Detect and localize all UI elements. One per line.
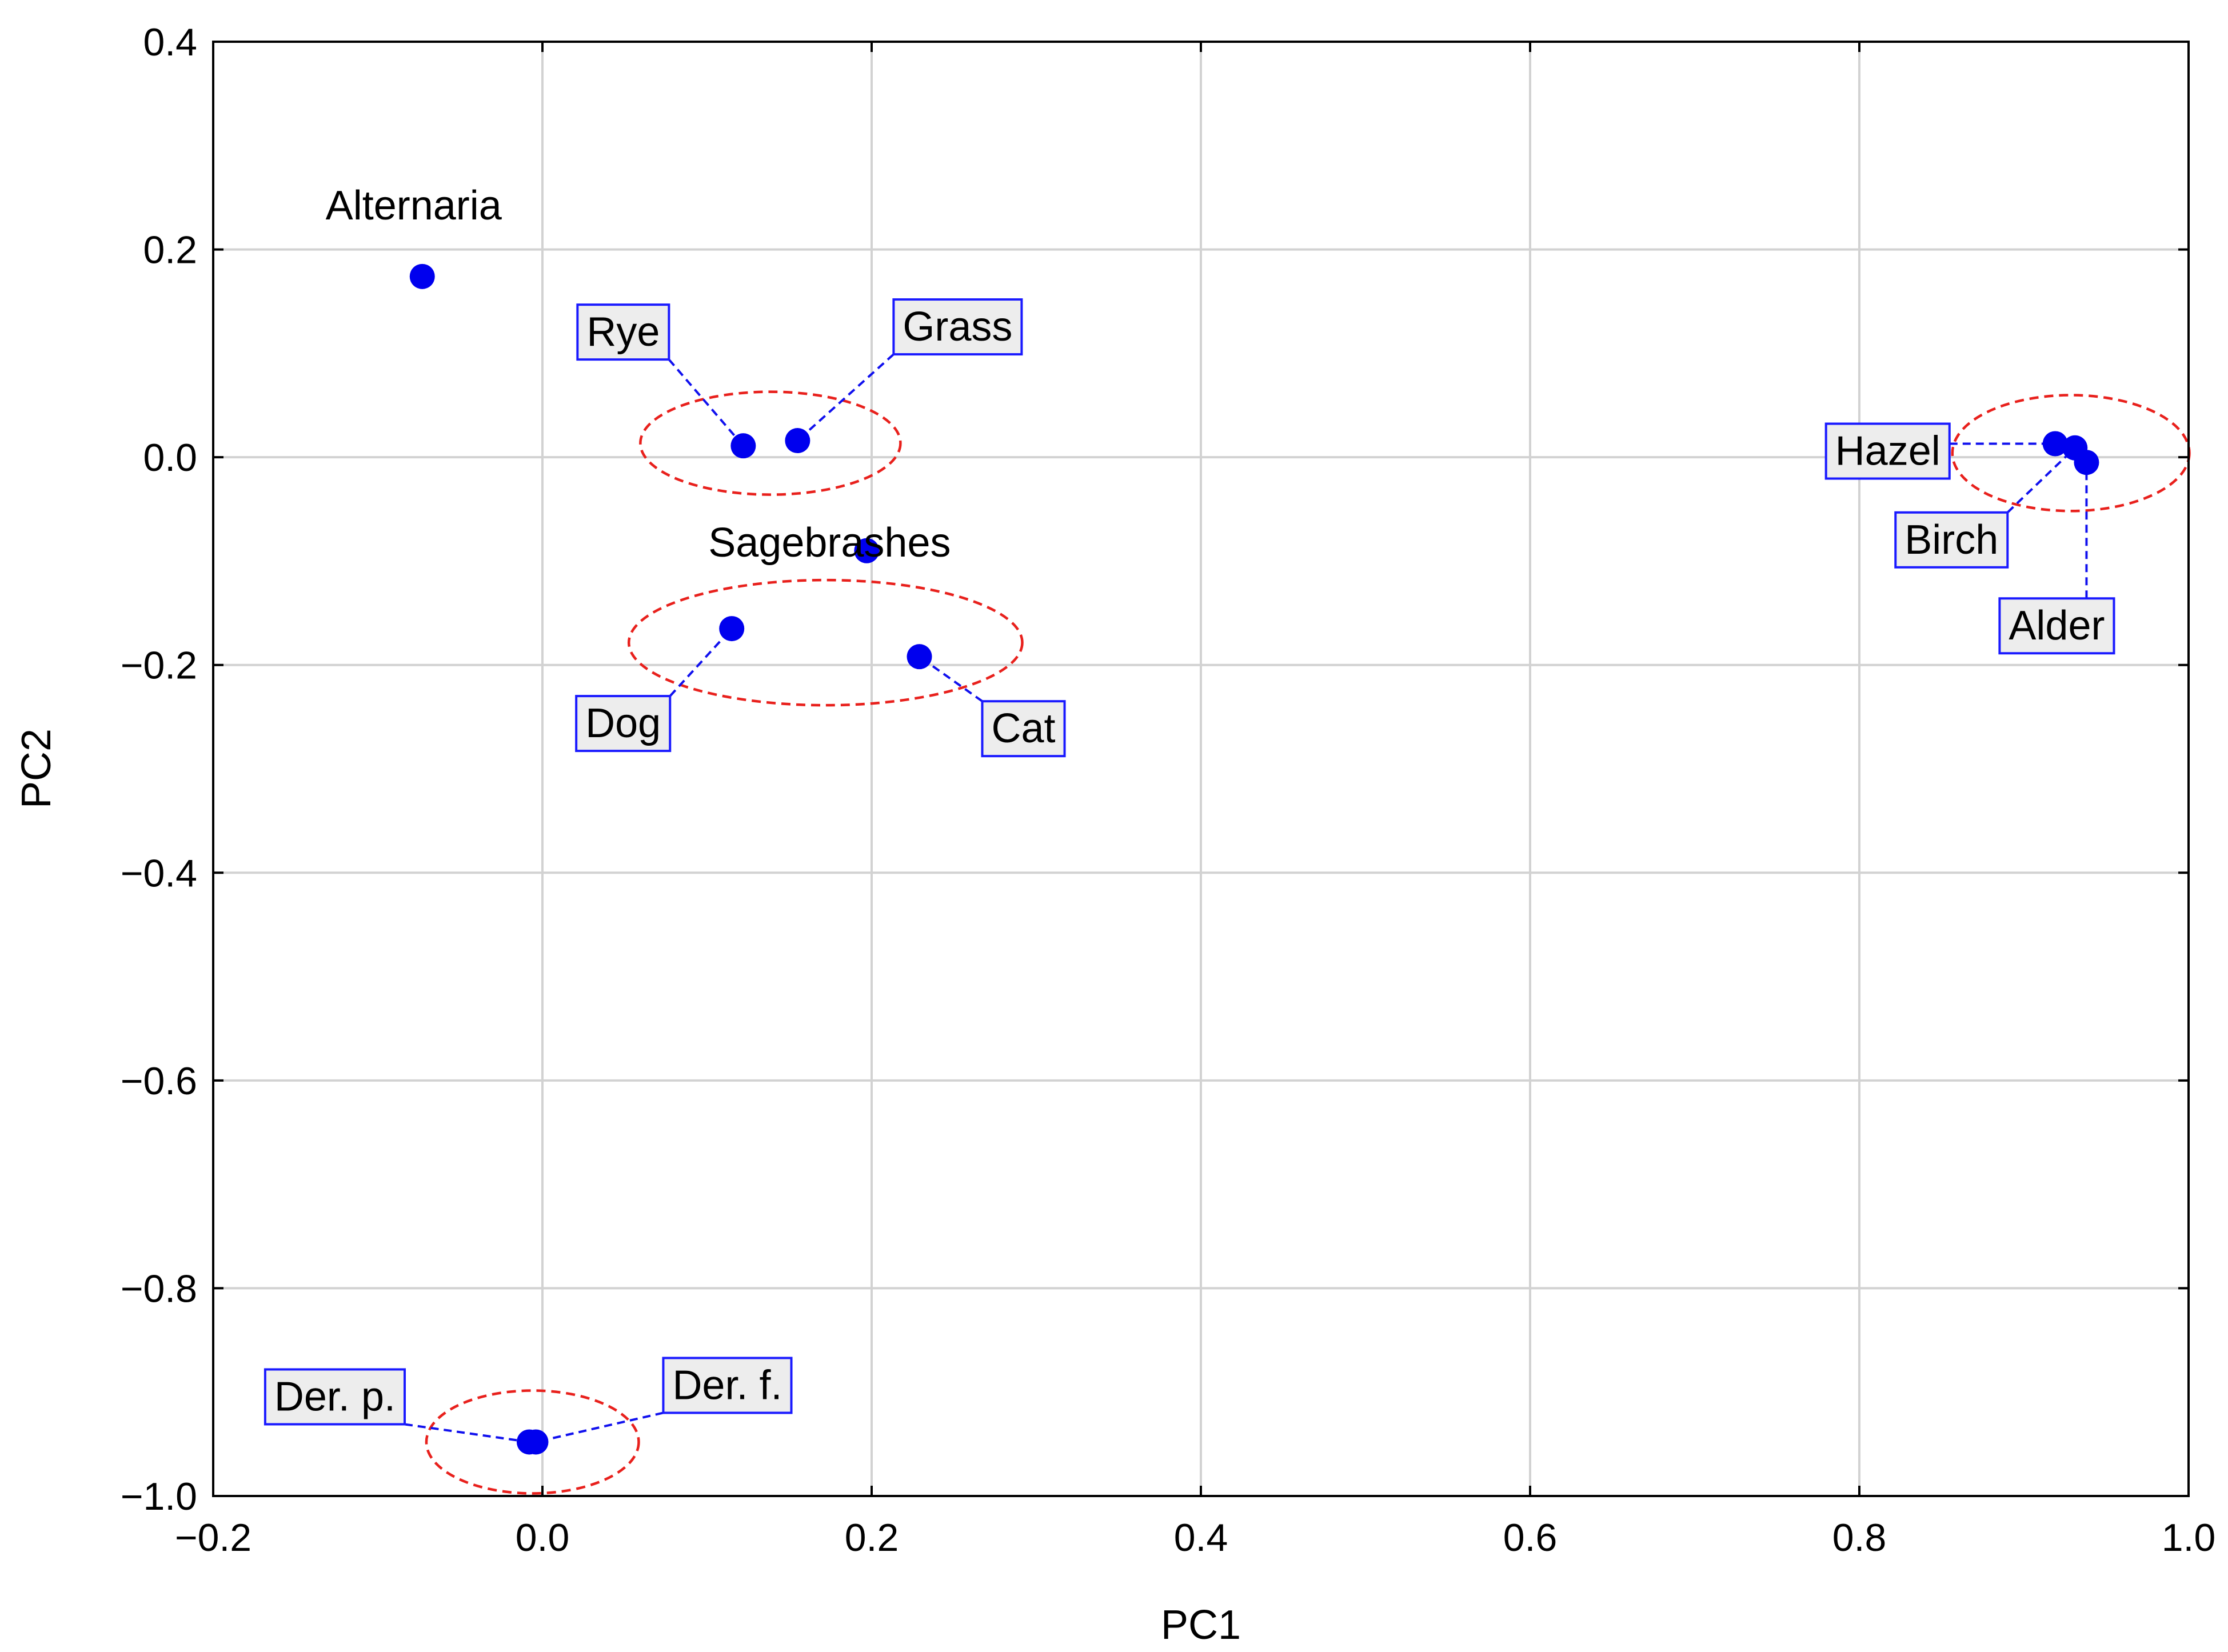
label-box-dog <box>575 695 672 753</box>
point-label-dog: Dog <box>585 701 661 746</box>
point-label-alternaria: Alternaria <box>326 183 502 229</box>
cluster-ellipse <box>425 1389 640 1495</box>
point-label-der-f: Der. f. <box>672 1362 782 1408</box>
point-label-alder: Alder <box>2009 603 2105 649</box>
x-tick-label: 0.4 <box>1174 1516 1228 1559</box>
data-point-cat <box>907 644 932 670</box>
label-box-grass <box>892 298 1023 356</box>
label-layer: Alternaria Rye Grass Sagebrashes Dog Cat Hazel… <box>263 183 2115 1426</box>
y-axis-title: PC2 <box>14 729 59 809</box>
x-tick-label: 0.2 <box>845 1516 899 1559</box>
data-point-hazel <box>2042 431 2068 457</box>
label-box-der-f <box>662 1357 793 1414</box>
cluster-ellipse <box>639 390 902 496</box>
point-label-sagebrashes: Sagebrashes <box>708 520 951 566</box>
point-label-birch: Birch <box>1904 517 1998 563</box>
label-box-cat <box>981 700 1066 758</box>
leader-line-dog <box>669 627 733 697</box>
data-point-sagebrashes <box>854 538 880 563</box>
label-box-hazel <box>1824 422 1951 480</box>
x-axis-title: PC1 <box>1161 1602 1241 1648</box>
cluster-ellipse <box>627 578 1024 707</box>
leader-line-der-f <box>536 1411 664 1443</box>
y-tick-label: −0.6 <box>121 1059 197 1103</box>
leader-line-birch <box>2006 447 2076 514</box>
y-tick-label: 0.0 <box>143 436 197 479</box>
y-tick-label: −0.8 <box>121 1267 197 1310</box>
data-point-rye <box>730 433 756 459</box>
axis-layer: −0.2 0.0 0.2 0.4 0.6 0.8 1.0 −1.0 −0.8 −0.6 −0.4 −0… <box>121 21 2216 1559</box>
data-point-alternaria <box>409 263 435 289</box>
label-box-birch <box>1894 511 2009 569</box>
x-tick-label: 0.8 <box>1832 1516 1887 1559</box>
point-layer <box>409 263 2099 1455</box>
data-point-grass <box>785 428 810 454</box>
y-tick-label: −0.2 <box>121 644 197 687</box>
label-box-der-p <box>263 1368 406 1426</box>
leader-layer <box>404 353 2088 1443</box>
x-tick-label: 0.0 <box>516 1516 570 1559</box>
label-box-rye <box>576 303 670 361</box>
y-tick-label: −1.0 <box>121 1475 197 1518</box>
x-tick-label: 1.0 <box>2162 1516 2216 1559</box>
data-point-dog <box>719 616 745 642</box>
x-tick-label: 0.6 <box>1503 1516 1558 1559</box>
point-label-rye: Rye <box>586 309 660 355</box>
point-label-hazel: Hazel <box>1835 429 1940 474</box>
leader-line-der-p <box>404 1423 530 1443</box>
leader-line-rye <box>668 358 744 447</box>
y-tick-label: −0.4 <box>121 851 197 895</box>
leader-line-grass <box>797 353 895 442</box>
point-label-der-p: Der. p. <box>274 1374 396 1419</box>
point-label-cat: Cat <box>991 706 1055 751</box>
label-box-alder <box>1998 597 2115 655</box>
x-tick-label: −0.2 <box>175 1516 251 1559</box>
y-tick-label: 0.2 <box>143 229 197 272</box>
grid-layer <box>213 42 2189 1496</box>
y-tick-label: 0.4 <box>143 21 197 64</box>
point-label-grass: Grass <box>903 304 1012 350</box>
data-point-alder <box>2074 450 2099 475</box>
data-point-der-f <box>523 1429 549 1455</box>
